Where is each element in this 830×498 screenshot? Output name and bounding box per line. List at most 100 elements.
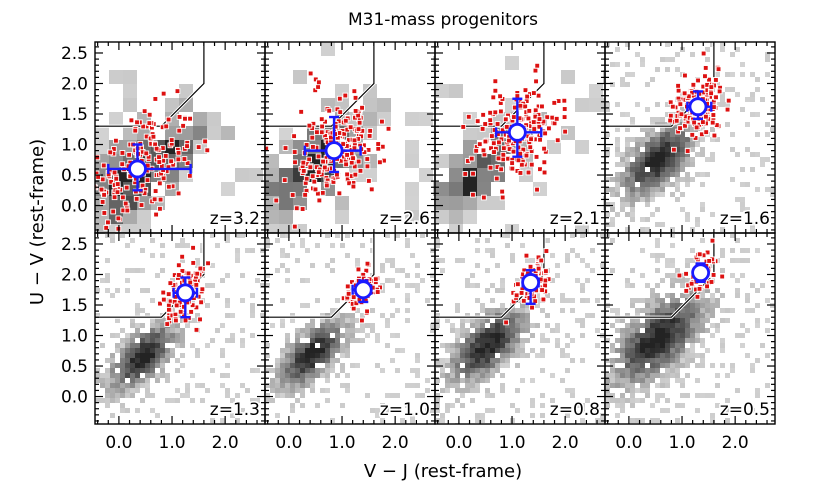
- density-cell: [715, 323, 720, 328]
- density-cell: [140, 348, 145, 353]
- progenitor-point: [530, 119, 537, 125]
- density-cell: [640, 273, 645, 278]
- density-cell: [470, 323, 475, 328]
- density-cell: [725, 87, 730, 92]
- density-cell: [675, 323, 680, 328]
- density-cell: [630, 343, 635, 348]
- density-cell: [615, 47, 620, 52]
- density-cell: [685, 142, 690, 147]
- density-cell: [675, 358, 680, 363]
- density-cell: [535, 303, 540, 308]
- density-cell: [300, 328, 305, 333]
- density-cell: [235, 233, 240, 238]
- density-cell: [745, 298, 750, 303]
- density-cell: [130, 368, 135, 373]
- progenitor-point: [681, 90, 688, 97]
- density-cell: [580, 408, 585, 413]
- density-cell: [115, 388, 120, 393]
- density-cell: [290, 368, 295, 373]
- density-cell: [500, 283, 505, 288]
- progenitor-point: [84, 157, 89, 162]
- density-cell: [635, 368, 640, 373]
- density-cell: [740, 197, 745, 202]
- density-cell: [650, 298, 655, 303]
- density-cell: [419, 168, 433, 182]
- density-cell: [115, 318, 120, 323]
- density-cell: [465, 368, 470, 373]
- density-cell: [230, 313, 235, 318]
- density-cell: [690, 298, 695, 303]
- density-cell: [465, 358, 470, 363]
- density-cell: [665, 273, 670, 278]
- progenitor-point: [352, 94, 359, 101]
- density-cell: [449, 84, 463, 98]
- density-cell: [640, 358, 645, 363]
- density-cell: [150, 373, 155, 378]
- density-cell: [630, 368, 635, 373]
- density-cell: [125, 288, 130, 293]
- density-cell: [265, 353, 270, 358]
- density-cell: [670, 132, 675, 137]
- density-cell: [605, 383, 610, 388]
- density-cell: [750, 167, 755, 172]
- density-cell: [415, 393, 420, 398]
- density-cell: [120, 233, 125, 238]
- density-cell: [420, 393, 425, 398]
- progenitor-point: [111, 146, 117, 152]
- density-cell: [675, 418, 680, 423]
- density-cell: [305, 353, 310, 358]
- density-cell: [175, 333, 180, 338]
- density-cell: [650, 368, 655, 373]
- density-cell: [605, 177, 610, 182]
- density-cell: [205, 303, 210, 308]
- density-cell: [635, 318, 640, 323]
- density-cell: [315, 338, 320, 343]
- progenitor-point: [175, 272, 182, 278]
- density-cell: [105, 258, 110, 263]
- density-cell: [510, 318, 515, 323]
- progenitor-point: [193, 327, 200, 333]
- density-cell: [705, 298, 710, 303]
- progenitor-point: [490, 140, 497, 147]
- density-cell: [735, 333, 740, 338]
- density-cell: [755, 288, 760, 293]
- density-cell: [475, 353, 480, 358]
- density-cell: [265, 283, 270, 288]
- density-cell: [625, 177, 630, 182]
- progenitor-point: [163, 123, 170, 130]
- density-cell: [165, 358, 170, 363]
- progenitor-point: [533, 154, 540, 160]
- density-cell: [480, 418, 485, 423]
- density-cell: [135, 373, 140, 378]
- density-cell: [665, 147, 670, 152]
- density-cell: [665, 363, 670, 368]
- progenitor-point: [157, 205, 163, 212]
- density-cell: [665, 408, 670, 413]
- density-cell: [179, 98, 193, 112]
- density-cell: [345, 343, 350, 348]
- density-cell: [160, 368, 165, 373]
- density-cell: [700, 238, 705, 243]
- density-cell: [625, 278, 630, 283]
- density-cell: [635, 388, 640, 393]
- density-cell: [435, 243, 440, 248]
- density-cell: [470, 358, 475, 363]
- density-cell: [465, 343, 470, 348]
- progenitor-point: [561, 106, 568, 112]
- density-cell: [385, 393, 390, 398]
- progenitor-point: [318, 116, 325, 122]
- density-cell: [490, 328, 495, 333]
- density-cell: [155, 348, 160, 353]
- density-cell: [180, 393, 185, 398]
- density-cell: [660, 308, 665, 313]
- density-cell: [450, 323, 455, 328]
- density-cell: [150, 333, 155, 338]
- density-cell: [190, 373, 195, 378]
- progenitor-point: [157, 300, 163, 307]
- density-cell: [670, 328, 675, 333]
- density-cell: [435, 313, 440, 318]
- density-cell: [480, 353, 485, 358]
- progenitor-point: [346, 180, 352, 187]
- density-cell: [625, 152, 630, 157]
- density-cell: [620, 172, 625, 177]
